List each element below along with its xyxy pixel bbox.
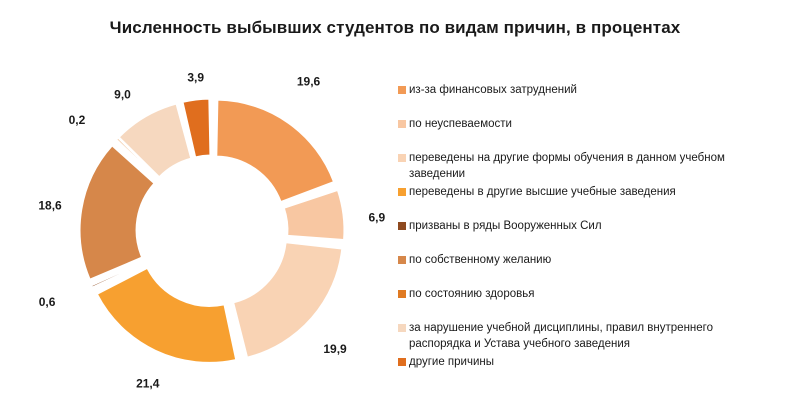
- data-label: 0,2: [69, 113, 86, 127]
- legend-swatch: [398, 358, 406, 366]
- legend-swatch: [398, 120, 406, 128]
- legend-swatch: [398, 154, 406, 162]
- legend-label: призваны в ряды Вооруженных Сил: [409, 220, 602, 232]
- chart-title: Численность выбывших студентов по видам …: [109, 18, 681, 37]
- donut-slice: [182, 98, 211, 158]
- legend-swatch: [398, 256, 406, 264]
- legend-item: переведены на другие формы обучения в да…: [398, 150, 768, 182]
- donut-slice: [283, 189, 345, 241]
- legend-item: по собственному желанию: [398, 252, 768, 268]
- data-label: 3,9: [187, 70, 204, 84]
- legend-item: другие причины: [398, 354, 768, 370]
- legend-label: по состоянию здоровья: [409, 288, 535, 300]
- legend-item: по состоянию здоровья: [398, 286, 768, 302]
- donut-slice: [79, 145, 155, 280]
- data-label: 18,6: [38, 199, 62, 213]
- data-label: 9,0: [114, 88, 131, 102]
- data-label: 6,9: [369, 211, 386, 225]
- legend-swatch: [398, 86, 406, 94]
- data-label: 19,9: [323, 342, 347, 356]
- legend-label: по собственному желанию: [409, 254, 552, 266]
- donut-slice: [216, 99, 335, 203]
- legend-label: другие причины: [409, 356, 495, 368]
- legend-label: по неуспеваемости: [409, 118, 512, 130]
- legend-label: переведены в другие высшие учебные завед…: [409, 186, 676, 198]
- legend-swatch: [398, 290, 406, 298]
- legend-item: из-за финансовых затруднений: [398, 82, 768, 98]
- data-label: 21,4: [136, 377, 160, 391]
- donut-slice: [233, 242, 343, 358]
- donut-slice: [116, 137, 159, 179]
- legend-label: из-за финансовых затруднений: [409, 84, 577, 96]
- legend-swatch: [398, 188, 406, 196]
- legend-item: призваны в ряды Вооруженных Сил: [398, 218, 768, 234]
- data-label: 0,6: [39, 295, 56, 309]
- legend-item: по неуспеваемости: [398, 116, 768, 132]
- legend-swatch: [398, 324, 406, 332]
- legend-swatch: [398, 222, 406, 230]
- legend-label: за нарушение учебной дисциплины, правил …: [409, 322, 713, 350]
- donut-slice: [96, 267, 237, 363]
- legend-label: переведены на другие формы обучения в да…: [409, 152, 725, 180]
- donut-slice: [118, 103, 192, 178]
- legend-item: за нарушение учебной дисциплины, правил …: [398, 320, 768, 352]
- donut-slice: [91, 261, 144, 288]
- legend-item: переведены в другие высшие учебные завед…: [398, 184, 768, 200]
- data-label: 19,6: [297, 75, 321, 89]
